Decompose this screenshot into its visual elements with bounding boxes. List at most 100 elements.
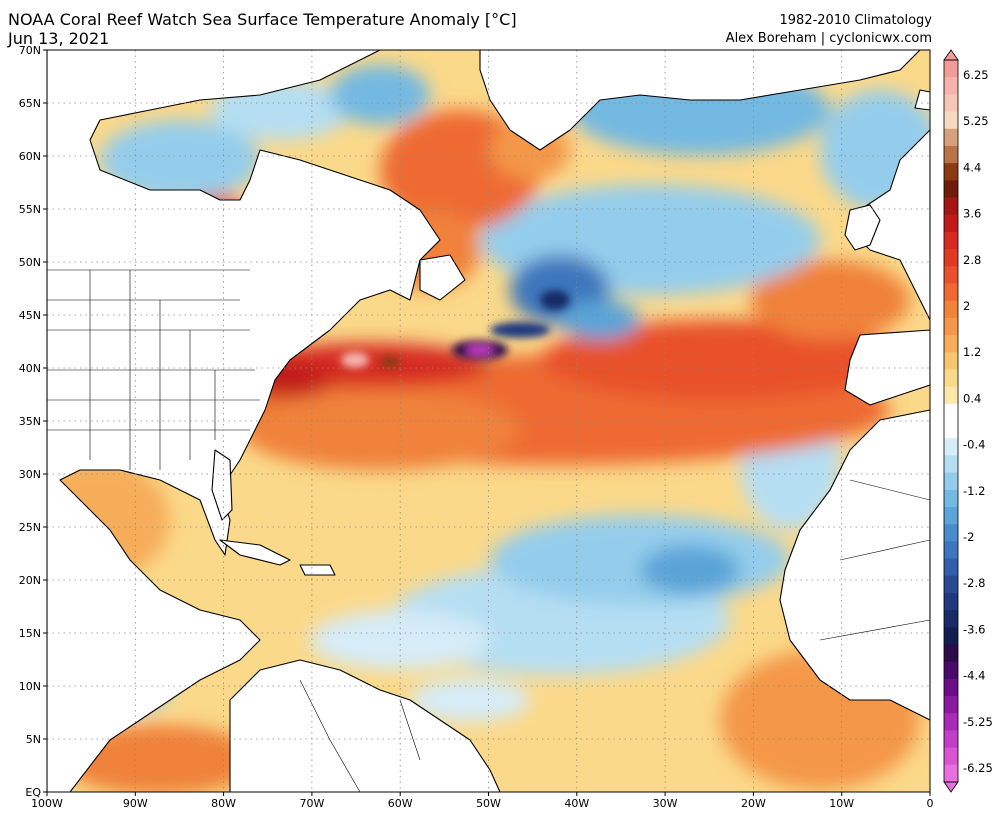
lat-tick-label: 40N	[19, 362, 41, 375]
hispaniola-land	[299, 564, 336, 576]
colorbar-label: 2	[963, 299, 970, 313]
british-isles-land	[844, 204, 881, 251]
colorbar-swatch	[944, 300, 958, 319]
colorbar-swatch	[944, 421, 958, 439]
colorbar-swatch	[944, 764, 958, 783]
colorbar-label: -4.4	[963, 669, 985, 683]
lon-tick-label: 10W	[829, 797, 854, 810]
colorbar-swatch	[944, 438, 958, 456]
north-america-land	[47, 50, 441, 792]
newfoundland-land	[419, 254, 466, 301]
greenland-land	[479, 50, 921, 151]
iceland-land	[914, 89, 930, 111]
lon-tick-label: 90W	[123, 797, 148, 810]
sst-field	[47, 50, 930, 792]
lon-tick-label: 100W	[31, 797, 63, 810]
lat-tick-label: EQ	[25, 786, 41, 799]
credit-label: Alex Boreham | cyclonicwx.com	[725, 31, 932, 46]
lat-tick-label: 10N	[19, 680, 41, 693]
lat-tick-label: 50N	[19, 256, 41, 269]
africa-land	[779, 409, 930, 721]
map-title: NOAA Coral Reef Watch Sea Surface Temper…	[8, 10, 517, 29]
colorbar-swatch	[944, 145, 958, 164]
colorbar-swatch	[944, 713, 958, 731]
land	[47, 50, 930, 792]
lon-tick-label: 60W	[388, 797, 413, 810]
lat-tick-label: 55N	[19, 203, 41, 216]
colorbar-swatch	[944, 403, 958, 422]
colorbar-swatch	[944, 77, 958, 95]
colorbar-label: 1.2	[963, 345, 981, 359]
lon-tick-label: 20W	[741, 797, 766, 810]
map-credit-block: 1982-2010 Climatology Alex Boreham | cyc…	[726, 12, 932, 48]
colorbar-swatch	[944, 317, 958, 336]
colorbar-label: 0.4	[963, 391, 981, 405]
sst-anomaly-extremes	[341, 290, 570, 368]
sst-anomaly-shading	[47, 55, 930, 792]
colorbar-swatch	[944, 214, 958, 233]
lat-tick-label: 65N	[19, 97, 41, 110]
latitude-axis: 70N 65N 60N 55N 50N 45N 40N 35N 30N 25N 20N 15N 10N 5…	[19, 44, 47, 799]
colorbar-swatch	[944, 592, 958, 611]
lat-tick-label: 25N	[19, 521, 41, 534]
lon-tick-label: 70W	[299, 797, 324, 810]
colorbar: 6.25 5.25 4.4 3.6 2.8 2 1.2 0.4 -0.4 -1.2 -2 -2.8 -3…	[943, 49, 993, 793]
colorbar-swatch	[944, 541, 958, 560]
colorbar-swatch	[944, 231, 958, 250]
colorbar-label: -3.6	[963, 622, 985, 636]
colorbar-swatch	[944, 524, 958, 542]
lat-tick-label: 5N	[26, 733, 41, 746]
colorbar-swatch	[944, 94, 958, 113]
climatology-label: 1982-2010 Climatology	[779, 13, 932, 28]
longitude-axis: 100W 90W 80W 70W 60W 50W 40W 30W 20W 10W 0	[31, 792, 934, 810]
lat-tick-label: 70N	[19, 44, 41, 57]
colorbar-swatch	[944, 575, 958, 594]
colorbar-swatch	[944, 455, 958, 474]
colorbar-label: 5.25	[963, 114, 989, 128]
colorbar-label: 4.4	[963, 160, 981, 174]
lon-tick-label: 80W	[211, 797, 236, 810]
colorbar-frame	[943, 59, 959, 783]
iberia-land	[844, 329, 930, 406]
colorbar-swatch	[944, 60, 958, 78]
lat-tick-label: 45N	[19, 309, 41, 322]
lon-tick-label: 50W	[476, 797, 501, 810]
colorbar-swatch	[944, 335, 958, 353]
lat-tick-label: 20N	[19, 574, 41, 587]
colorbar-swatch	[944, 283, 958, 302]
lon-tick-label: 30W	[653, 797, 678, 810]
colorbar-swatch	[944, 197, 958, 216]
lat-tick-label: 30N	[19, 468, 41, 481]
colorbar-swatch	[944, 369, 958, 388]
colorbar-swatch	[944, 111, 958, 130]
colorbar-swatch	[944, 128, 958, 147]
colorbar-swatch	[944, 386, 958, 405]
colorbar-swatch	[944, 163, 958, 181]
colorbar-label: -5.25	[963, 715, 993, 729]
political-boundaries	[47, 269, 930, 792]
map-title-block: NOAA Coral Reef Watch Sea Surface Temper…	[8, 10, 517, 48]
colorbar-swatch	[944, 678, 958, 697]
colorbar-swatch	[944, 506, 958, 525]
lon-tick-label: 0	[927, 797, 934, 810]
colorbar-label: 6.25	[963, 68, 989, 82]
colorbar-label: -1.2	[963, 484, 985, 498]
south-america-land	[229, 659, 501, 792]
colorbar-swatch	[944, 627, 958, 645]
colorbar-label: -0.4	[963, 438, 985, 452]
colorbar-swatch	[944, 644, 958, 663]
lat-tick-label: 60N	[19, 150, 41, 163]
colorbar-swatch	[944, 661, 958, 680]
lat-tick-label: 15N	[19, 627, 41, 640]
colorbar-swatch	[944, 180, 958, 199]
cuba-land	[219, 539, 291, 566]
colorbar-swatch	[944, 730, 958, 749]
map-date: Jun 13, 2021	[8, 29, 110, 48]
lon-tick-label: 40W	[564, 797, 589, 810]
colorbar-swatch	[944, 696, 958, 714]
colorbar-min-arrow	[943, 781, 959, 793]
colorbar-swatch	[944, 489, 958, 508]
colorbar-label: -6.25	[963, 761, 993, 775]
florida-land	[211, 449, 233, 521]
